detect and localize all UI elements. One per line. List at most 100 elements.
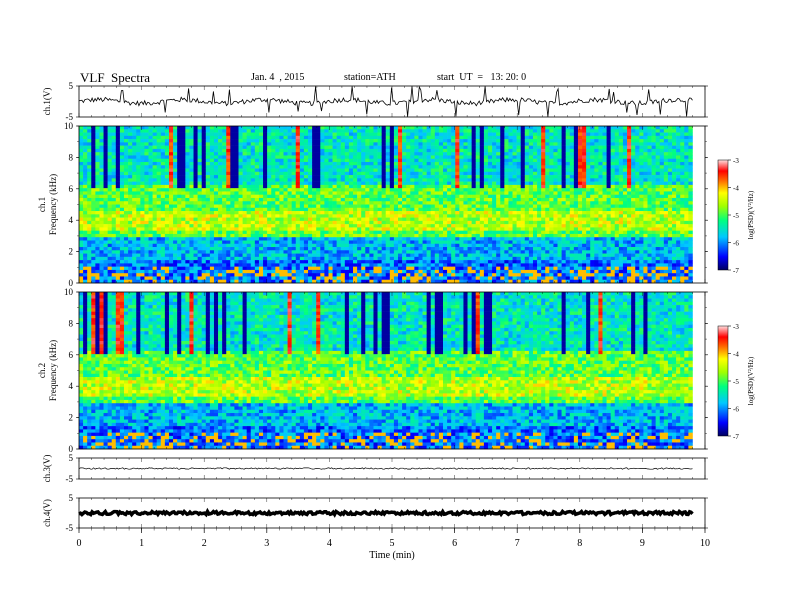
spectrogram-cell bbox=[238, 220, 243, 225]
spectrogram-cell bbox=[348, 266, 354, 271]
spectrogram-cell bbox=[336, 211, 342, 215]
spectrogram-cell bbox=[369, 129, 374, 133]
spectrogram-cell bbox=[128, 139, 133, 143]
spectrogram-cell bbox=[471, 269, 477, 274]
spectrogram-cell bbox=[447, 191, 452, 195]
spectrogram-cell bbox=[91, 230, 96, 235]
spectrogram-cell bbox=[230, 126, 235, 130]
spectrogram-cell bbox=[111, 227, 117, 231]
spectrogram-cell bbox=[91, 168, 96, 173]
spectrogram-cell bbox=[193, 139, 198, 143]
spectrogram-cell bbox=[168, 276, 174, 281]
spectrogram-cell bbox=[123, 217, 129, 222]
spectrogram-cell bbox=[361, 145, 366, 150]
spectrogram-cell bbox=[279, 132, 284, 137]
spectrogram-cell bbox=[451, 243, 456, 248]
spectrogram-cell bbox=[381, 201, 387, 205]
spectrogram-cell bbox=[111, 266, 117, 271]
spectrogram-cell bbox=[173, 230, 178, 235]
spectrogram-cell bbox=[271, 145, 276, 150]
spectrogram-cell bbox=[283, 279, 288, 284]
spectrogram-cell bbox=[287, 224, 292, 228]
spectrogram-cell bbox=[246, 168, 252, 173]
spectrogram-cell bbox=[389, 253, 395, 258]
spectrogram-cell bbox=[156, 152, 162, 156]
spectrogram-cell bbox=[234, 217, 239, 222]
spectrogram-cell bbox=[95, 184, 100, 189]
spectrogram-cell bbox=[185, 197, 190, 202]
spectrogram-cell bbox=[250, 211, 256, 215]
spectrogram-cell bbox=[103, 227, 108, 231]
spectrogram-cell bbox=[218, 237, 223, 241]
spectrogram-cell bbox=[492, 207, 497, 212]
spectrogram-cell bbox=[312, 263, 317, 267]
spectrogram-cell bbox=[389, 178, 395, 182]
spectrogram-cell bbox=[189, 155, 194, 160]
spectrogram-cell bbox=[119, 233, 125, 238]
spectrogram-cell bbox=[483, 266, 489, 271]
spectrogram-cell bbox=[410, 227, 415, 231]
spectrogram-cell bbox=[308, 129, 313, 133]
spectrogram-cell bbox=[324, 227, 329, 231]
spectrogram-cell bbox=[238, 126, 243, 130]
spectrogram-cell bbox=[447, 194, 452, 199]
spectrogram-cell bbox=[291, 227, 297, 231]
spectrogram-cell bbox=[299, 214, 305, 218]
spectrogram-cell bbox=[103, 171, 108, 176]
spectrogram-cell bbox=[132, 158, 137, 163]
spectrogram-cell bbox=[459, 175, 464, 179]
spectrogram-cell bbox=[205, 243, 211, 248]
spectrogram-cell bbox=[373, 237, 378, 241]
spectrogram-cell bbox=[148, 240, 153, 245]
spectrogram-cell bbox=[471, 233, 477, 238]
spectrogram-cell bbox=[128, 214, 133, 218]
spectrogram-cell bbox=[287, 217, 292, 222]
spectrogram-cell bbox=[226, 243, 231, 248]
spectrogram-cell bbox=[373, 201, 378, 205]
spectrogram-cell bbox=[377, 227, 382, 231]
spectrogram-cell bbox=[193, 243, 198, 248]
spectrogram-cell bbox=[128, 188, 133, 192]
spectrogram-cell bbox=[189, 214, 194, 218]
spectrogram-cell bbox=[455, 171, 460, 176]
spectrogram-cell bbox=[385, 161, 391, 166]
spectrogram-cell bbox=[373, 181, 378, 186]
spectrogram-cell bbox=[365, 240, 370, 245]
spectrogram-cell bbox=[103, 155, 108, 160]
spectrogram-cell bbox=[418, 165, 423, 169]
spectrogram-cell bbox=[369, 233, 374, 238]
spectrogram-cell bbox=[254, 204, 260, 209]
spectrogram-cell bbox=[430, 175, 436, 179]
spectrogram-cell bbox=[99, 158, 104, 163]
spectrogram-cell bbox=[332, 247, 337, 251]
spectrogram-cell bbox=[144, 152, 149, 156]
spectrogram-cell bbox=[483, 260, 489, 264]
spectrogram-cell bbox=[324, 240, 329, 245]
spectrogram-cell bbox=[492, 227, 497, 231]
spectrogram-cell bbox=[361, 240, 366, 245]
spectrogram-cell bbox=[443, 194, 448, 199]
spectrogram-cell bbox=[197, 135, 202, 140]
spectrogram-cell bbox=[430, 243, 436, 248]
spectrogram-cell bbox=[205, 175, 211, 179]
spectrogram-cell bbox=[177, 145, 182, 150]
spectrogram-cell bbox=[483, 197, 489, 202]
spectrogram-cell bbox=[340, 165, 346, 169]
spectrogram-cell bbox=[87, 197, 92, 202]
spectrogram-cell bbox=[263, 181, 268, 186]
spectrogram-cell bbox=[254, 263, 260, 267]
spectrogram-cell bbox=[107, 256, 113, 261]
spectrogram-cell bbox=[328, 181, 333, 186]
spectrogram-cell bbox=[107, 224, 113, 228]
spectrogram-cell bbox=[79, 217, 84, 222]
spectrogram-cell bbox=[83, 247, 88, 251]
spectrogram-cell bbox=[250, 240, 256, 245]
spectrogram-cell bbox=[434, 233, 440, 238]
spectrogram-cell bbox=[308, 204, 313, 209]
spectrogram-cell bbox=[398, 250, 403, 254]
spectrogram-cell bbox=[213, 263, 219, 267]
spectrogram-cell bbox=[385, 194, 391, 199]
spectrogram-cell bbox=[160, 233, 166, 238]
spectrogram-cell bbox=[459, 269, 464, 274]
spectrogram-cell bbox=[119, 194, 125, 199]
